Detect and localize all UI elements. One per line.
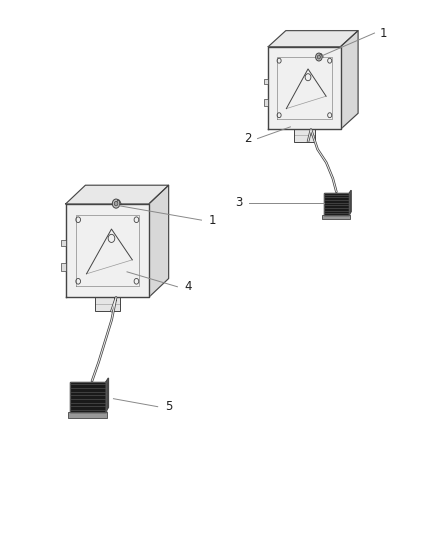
Text: 1: 1: [379, 27, 387, 39]
Bar: [61, 240, 66, 246]
Circle shape: [316, 53, 322, 61]
Bar: [264, 78, 268, 84]
Bar: [61, 263, 66, 271]
Polygon shape: [66, 204, 149, 297]
Text: 5: 5: [165, 400, 172, 413]
Polygon shape: [349, 190, 351, 215]
Polygon shape: [149, 185, 169, 297]
Circle shape: [112, 199, 120, 208]
Text: 4: 4: [184, 280, 192, 293]
Circle shape: [317, 55, 321, 59]
Polygon shape: [268, 30, 358, 47]
Polygon shape: [340, 30, 358, 130]
Circle shape: [114, 201, 118, 206]
Polygon shape: [70, 383, 106, 411]
Bar: [293, 130, 315, 142]
Text: 3: 3: [235, 196, 242, 209]
Polygon shape: [324, 193, 349, 215]
Polygon shape: [66, 185, 169, 204]
Polygon shape: [106, 378, 109, 411]
Polygon shape: [268, 47, 340, 130]
Text: 1: 1: [208, 214, 216, 227]
Bar: [95, 297, 120, 311]
Text: 2: 2: [244, 132, 251, 145]
Bar: [264, 99, 268, 106]
Bar: [68, 411, 107, 418]
Bar: [322, 215, 350, 219]
